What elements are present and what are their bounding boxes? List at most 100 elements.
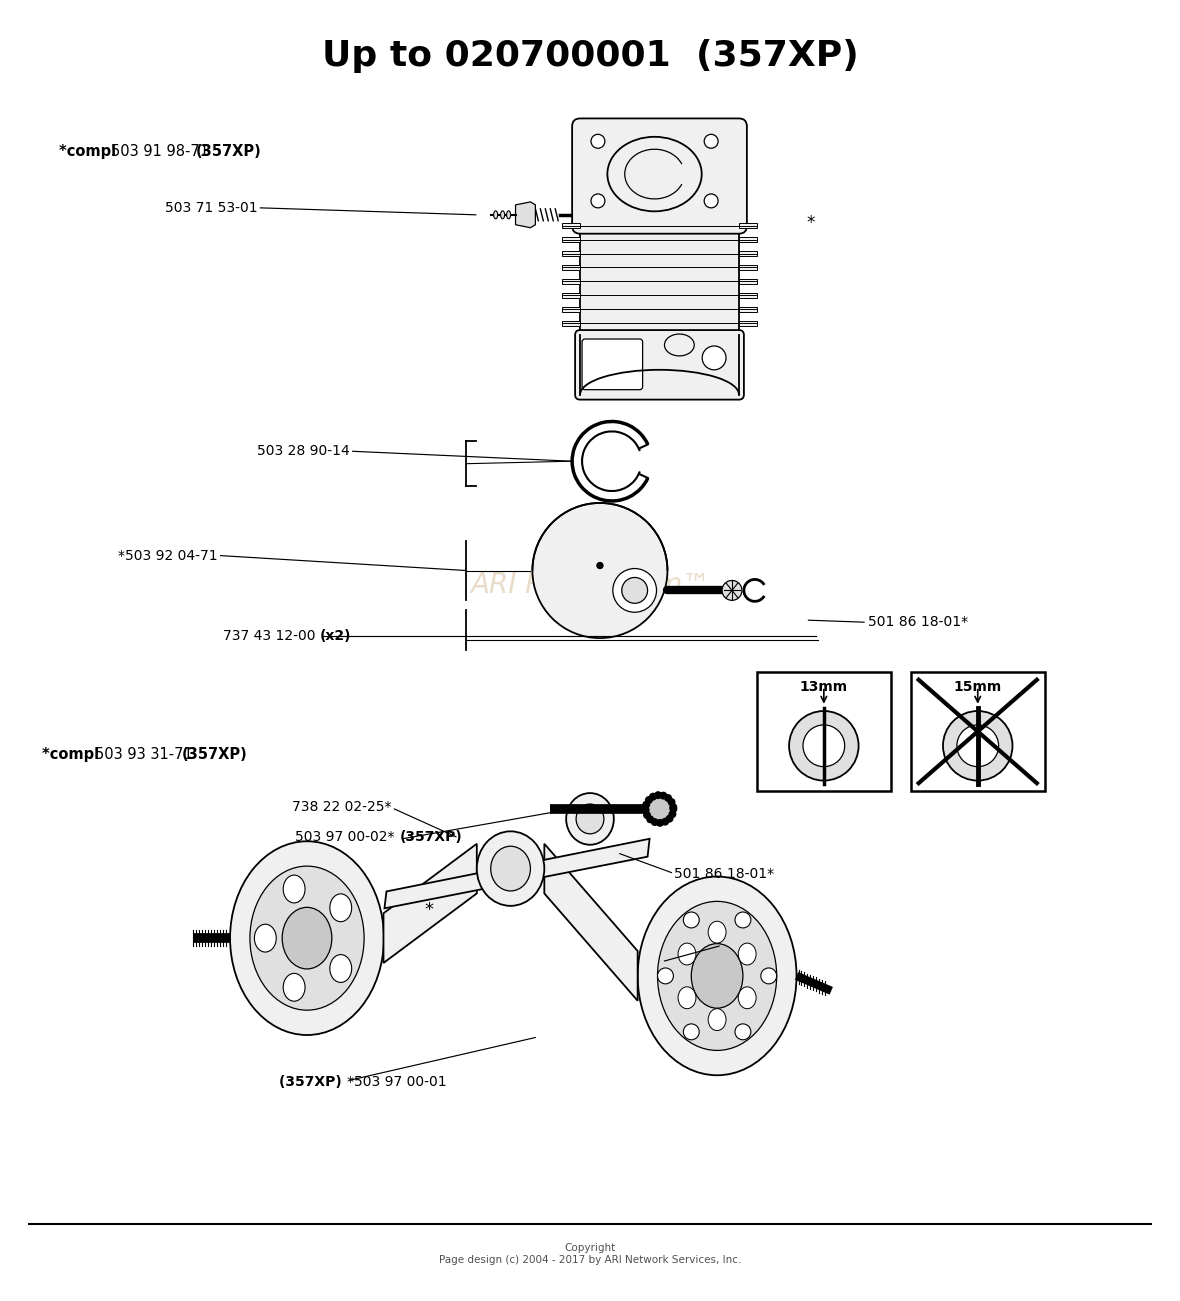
- Circle shape: [702, 346, 726, 369]
- FancyArrow shape: [562, 265, 581, 269]
- Text: 738 22 02-25*: 738 22 02-25*: [291, 800, 392, 814]
- Ellipse shape: [691, 943, 743, 1008]
- FancyBboxPatch shape: [582, 340, 643, 390]
- Circle shape: [591, 134, 605, 148]
- Text: *503 97 00-01: *503 97 00-01: [347, 1075, 446, 1089]
- Text: (357XP): (357XP): [196, 143, 262, 159]
- FancyArrow shape: [562, 320, 581, 325]
- FancyArrow shape: [739, 320, 756, 325]
- Ellipse shape: [230, 842, 384, 1036]
- Circle shape: [656, 818, 664, 827]
- Ellipse shape: [500, 211, 505, 219]
- Circle shape: [643, 794, 675, 825]
- Circle shape: [669, 805, 677, 813]
- Circle shape: [597, 562, 603, 569]
- Circle shape: [591, 194, 605, 208]
- Ellipse shape: [739, 987, 756, 1008]
- Text: *738 22 02-25: *738 22 02-25: [668, 956, 767, 971]
- Ellipse shape: [566, 794, 614, 844]
- Text: ARI PartStream™: ARI PartStream™: [470, 571, 710, 600]
- Ellipse shape: [477, 831, 544, 905]
- Ellipse shape: [708, 921, 726, 943]
- Bar: [756, 671, 891, 791]
- Circle shape: [642, 807, 650, 814]
- Circle shape: [643, 811, 651, 820]
- Ellipse shape: [678, 987, 696, 1008]
- Polygon shape: [544, 844, 637, 1000]
- Text: 737 43 12-00: 737 43 12-00: [223, 630, 320, 643]
- FancyArrow shape: [562, 293, 581, 298]
- Circle shape: [669, 803, 677, 811]
- Circle shape: [642, 800, 650, 809]
- Text: Copyright
Page design (c) 2004 - 2017 by ARI Network Services, Inc.: Copyright Page design (c) 2004 - 2017 by…: [439, 1244, 741, 1265]
- Ellipse shape: [330, 955, 352, 982]
- Text: *: *: [425, 902, 433, 920]
- Ellipse shape: [283, 973, 306, 1002]
- Circle shape: [649, 792, 657, 800]
- Circle shape: [735, 1024, 750, 1039]
- Bar: [911, 671, 1044, 791]
- Ellipse shape: [493, 211, 498, 219]
- FancyArrow shape: [739, 278, 756, 284]
- Text: (357XP): (357XP): [280, 1075, 347, 1089]
- Circle shape: [761, 968, 776, 984]
- Circle shape: [622, 578, 648, 604]
- Ellipse shape: [250, 866, 365, 1010]
- Text: 503 91 98-71: 503 91 98-71: [111, 143, 214, 159]
- Text: 501 86 18-01*: 501 86 18-01*: [868, 615, 968, 630]
- Text: *: *: [806, 213, 815, 232]
- Ellipse shape: [637, 877, 796, 1075]
- Text: (357XP): (357XP): [399, 830, 463, 844]
- Text: Up to 020700001  (357XP): Up to 020700001 (357XP): [322, 39, 858, 73]
- Circle shape: [645, 796, 653, 804]
- Polygon shape: [385, 839, 649, 908]
- Ellipse shape: [506, 211, 511, 219]
- Ellipse shape: [708, 1008, 726, 1030]
- Ellipse shape: [255, 924, 276, 952]
- Circle shape: [668, 798, 675, 807]
- Text: 503 71 53-01: 503 71 53-01: [165, 200, 257, 215]
- Ellipse shape: [576, 804, 604, 834]
- FancyArrow shape: [739, 293, 756, 298]
- Ellipse shape: [283, 876, 306, 903]
- Text: 503 93 31-71: 503 93 31-71: [94, 747, 197, 762]
- Text: (357XP): (357XP): [182, 747, 248, 762]
- Ellipse shape: [943, 712, 1012, 781]
- Circle shape: [722, 580, 742, 600]
- Polygon shape: [384, 844, 477, 963]
- Ellipse shape: [678, 943, 696, 965]
- Ellipse shape: [957, 725, 998, 766]
- Polygon shape: [516, 202, 536, 228]
- Circle shape: [704, 134, 719, 148]
- Text: 503 97 00-02*: 503 97 00-02*: [295, 830, 399, 844]
- Ellipse shape: [802, 725, 845, 766]
- FancyArrow shape: [562, 251, 581, 256]
- Circle shape: [661, 818, 669, 826]
- FancyArrow shape: [562, 237, 581, 242]
- Text: (x2): (x2): [320, 630, 352, 643]
- Ellipse shape: [657, 902, 776, 1050]
- FancyArrow shape: [562, 307, 581, 312]
- FancyArrow shape: [739, 251, 756, 256]
- Circle shape: [704, 194, 719, 208]
- Text: 13mm: 13mm: [800, 679, 848, 693]
- Circle shape: [654, 791, 662, 799]
- Text: *compl: *compl: [59, 143, 122, 159]
- Circle shape: [664, 794, 673, 801]
- Circle shape: [657, 968, 674, 984]
- Text: 501 86 18-01*: 501 86 18-01*: [675, 866, 774, 881]
- Circle shape: [666, 814, 674, 822]
- FancyArrow shape: [739, 307, 756, 312]
- Ellipse shape: [330, 894, 352, 921]
- Circle shape: [668, 811, 676, 818]
- Text: *compl: *compl: [42, 747, 104, 762]
- FancyArrow shape: [739, 237, 756, 242]
- FancyArrow shape: [562, 278, 581, 284]
- Circle shape: [660, 791, 668, 800]
- Circle shape: [647, 816, 654, 824]
- Ellipse shape: [739, 943, 756, 965]
- Text: *503 92 04-71: *503 92 04-71: [118, 549, 217, 562]
- Ellipse shape: [789, 712, 859, 781]
- Circle shape: [651, 818, 658, 826]
- Circle shape: [683, 912, 700, 928]
